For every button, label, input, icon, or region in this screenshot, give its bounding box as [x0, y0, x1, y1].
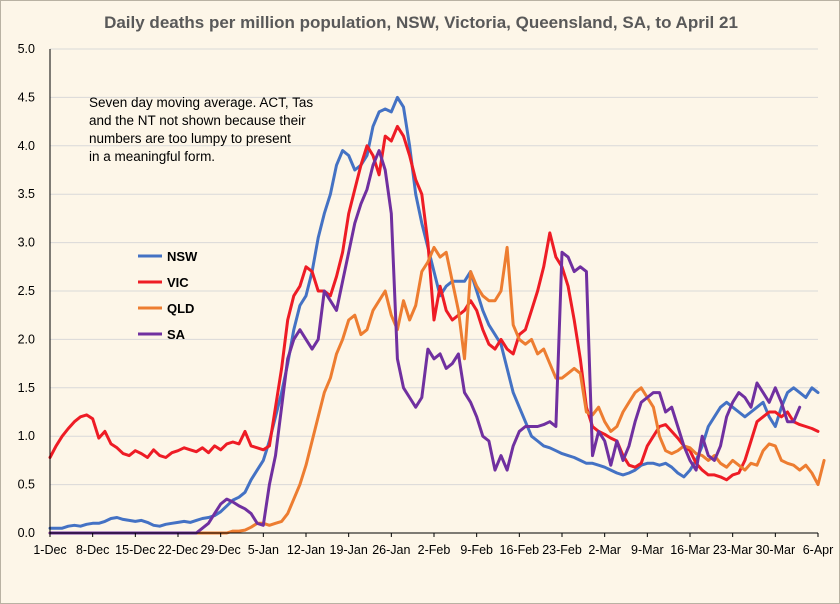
y-tick-label: 2.5	[18, 284, 35, 298]
x-tick-label: 22-Dec	[158, 543, 198, 557]
legend: NSW VIC QLD SA	[138, 249, 198, 342]
x-tick-label: 23-Feb	[542, 543, 582, 557]
gridlines	[50, 48, 818, 486]
x-tick-label: 2-Feb	[418, 543, 451, 557]
y-tick-label: 1.5	[18, 381, 35, 395]
y-tick-label: 5.0	[18, 42, 35, 56]
x-tick-label: 16-Mar	[670, 543, 710, 557]
y-tick-label: 0.5	[18, 478, 35, 492]
series-line-qld	[48, 245, 826, 535]
y-tick-label: 4.5	[18, 90, 35, 104]
y-tick-label: 1.0	[18, 429, 35, 443]
y-tick-label: 3.5	[18, 187, 35, 201]
x-tick-label: 1-Dec	[33, 543, 66, 557]
annotation-line: Seven day moving average. ACT, Tas	[89, 95, 313, 110]
chart-title: Daily deaths per million population, NSW…	[104, 13, 738, 32]
chart-annotation: Seven day moving average. ACT, Tas and t…	[89, 95, 313, 164]
x-tick-label: 5-Jan	[248, 543, 279, 557]
x-tick-label: 30-Mar	[756, 543, 796, 557]
x-tick-label: 19-Jan	[330, 543, 368, 557]
x-tick-label: 9-Mar	[631, 543, 664, 557]
annotation-line: in a meaningful form.	[89, 149, 215, 164]
x-tick-label: 8-Dec	[76, 543, 109, 557]
annotation-line: and the NT not shown because their	[89, 113, 306, 128]
series-line-vic	[48, 124, 820, 482]
y-tick-label: 0.0	[18, 526, 35, 540]
annotation-line: numbers are too lumpy to present	[89, 131, 291, 146]
x-tick-label: 6-Apr	[803, 543, 834, 557]
x-tick-label: 29-Dec	[201, 543, 241, 557]
x-tick-label: 9-Feb	[460, 543, 493, 557]
x-tick-label: 26-Jan	[372, 543, 410, 557]
legend-label-qld: QLD	[167, 301, 194, 316]
legend-label-vic: VIC	[167, 275, 189, 290]
x-tick-label: 23-Mar	[713, 543, 753, 557]
y-tick-labels: 0.0 0.5 1.0 1.5 2.0 2.5 3.0 3.5 4.0 4.5 5.0	[18, 42, 35, 540]
legend-label-nsw: NSW	[167, 249, 198, 264]
y-tick-label: 2.0	[18, 332, 35, 346]
series-line-nsw	[48, 95, 820, 530]
x-tick-label: 15-Dec	[115, 543, 155, 557]
x-tick-label: 2-Mar	[588, 543, 621, 557]
y-tick-label: 3.0	[18, 236, 35, 250]
y-tick-label: 4.0	[18, 139, 35, 153]
x-tick-labels: 1-Dec 8-Dec 15-Dec 22-Dec 29-Dec 5-Jan 12-Jan 1…	[33, 533, 834, 557]
legend-label-sa: SA	[167, 327, 186, 342]
x-tick-label: 16-Feb	[500, 543, 540, 557]
x-tick-label: 12-Jan	[287, 543, 325, 557]
